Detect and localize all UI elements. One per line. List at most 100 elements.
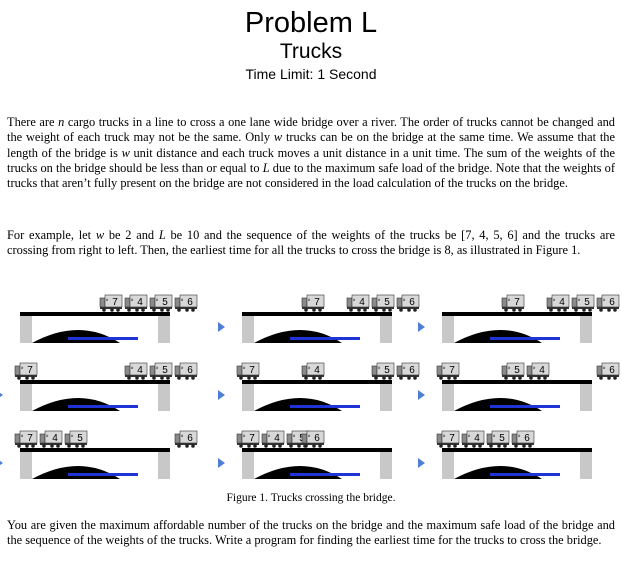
truck-weight-label: 6 (609, 365, 615, 376)
text-run: due to the maximum safe load of the brid… (7, 160, 615, 191)
truck-label-prefix: # (378, 297, 381, 302)
bridge-arch (254, 398, 342, 411)
figure-frame: #7#4#5#6 (418, 430, 592, 479)
bridge-pillar-left (242, 452, 254, 479)
bridge-pillar-left (20, 316, 32, 343)
truck-wheel (239, 376, 243, 380)
truck: #5 (64, 430, 88, 448)
truck-wheel (472, 444, 476, 448)
math-variable: w (121, 145, 130, 160)
truck-chassis (547, 307, 569, 309)
truck-wheel (613, 376, 617, 380)
bridge-pillar-right (380, 452, 392, 479)
truck-wheel (304, 444, 308, 448)
truck: #5 (486, 430, 510, 448)
truck-wheel (407, 308, 411, 312)
bridge-pillar-left (20, 384, 32, 411)
truck-cab (236, 433, 243, 444)
truck-label-prefix: # (553, 297, 556, 302)
truck-wheel (382, 376, 386, 380)
truck-chassis (65, 443, 87, 445)
figure-frame: #7#4#5#6 (0, 362, 198, 411)
truck-wheel (522, 444, 526, 448)
bridge-arch (454, 466, 542, 479)
truck-wheel (588, 308, 592, 312)
bridge-deck (442, 312, 592, 316)
truck-weight-label: 6 (187, 365, 193, 376)
bridge-pillar-left (20, 452, 32, 479)
truck-wheel (247, 376, 251, 380)
text-run: unit distance and each truck moves a uni… (7, 145, 615, 175)
truck-cab (301, 297, 308, 308)
water (290, 337, 360, 340)
truck-cab (124, 297, 131, 308)
bridge-deck (242, 380, 392, 384)
truck-chassis (15, 375, 37, 377)
trucks-crossing-figure: #7 #4 #5 #6 #7 #4 #5 #6 #7 #4 #5 #6# 7 #4 #5 #6 #7 #4 #5 #6… (0, 294, 620, 479)
truck-wheel (312, 376, 316, 380)
truck-weight-label: 5 (162, 365, 168, 376)
truck-label-prefix: # (378, 365, 381, 370)
truck-label-prefix: # (21, 365, 24, 370)
truck: #6 (174, 362, 198, 380)
truck-cab (149, 365, 156, 376)
water (490, 405, 560, 408)
truck-wheel (318, 376, 322, 380)
truck-weight-label: 4 (52, 433, 58, 444)
truck-chassis (175, 443, 197, 445)
bridge-pillar-left (442, 384, 454, 411)
truck-chassis (437, 443, 459, 445)
text-run: For example, let (7, 228, 96, 242)
bridge-arch (254, 330, 342, 343)
truck-label-prefix: # (181, 297, 184, 302)
truck-chassis (302, 307, 324, 309)
truck-cab (501, 365, 508, 376)
truck-wheel (582, 308, 586, 312)
truck-label-prefix: # (308, 365, 311, 370)
truck-cab (436, 433, 443, 444)
example-paragraph: For example, let w be 2 and L be 10 and … (7, 228, 615, 259)
truck-chassis (597, 307, 619, 309)
truck-wheel (453, 444, 457, 448)
truck: #6 (596, 294, 620, 312)
truck-wheel (264, 444, 268, 448)
truck-wheel (439, 376, 443, 380)
bridge-deck (442, 448, 592, 452)
truck-weight-label: 4 (137, 297, 143, 308)
truck-cab (396, 365, 403, 376)
truck-wheel (177, 376, 181, 380)
truck-weight-label: 4 (559, 297, 565, 308)
truck-weight-label: 6 (409, 297, 415, 308)
truck-wheel (312, 444, 316, 448)
water (290, 405, 360, 408)
truck-wheel (399, 308, 403, 312)
bridge-deck (442, 380, 592, 384)
truck-label-prefix: # (308, 297, 311, 302)
bridge-deck (242, 448, 392, 452)
truck-label-prefix: # (508, 297, 511, 302)
truck-wheel (191, 376, 195, 380)
truck: #7 (436, 362, 460, 380)
truck-chassis (502, 375, 524, 377)
truck-weight-label: 4 (137, 365, 143, 376)
truck-chassis (372, 375, 394, 377)
truck-wheel (25, 376, 29, 380)
text-run: be 10 and the sequence of the weights of… (7, 228, 616, 258)
truck-label-prefix: # (493, 433, 496, 438)
truck-wheel (518, 308, 522, 312)
truck-chassis (175, 375, 197, 377)
truck-wheel (563, 308, 567, 312)
arrow-icon (218, 458, 225, 468)
truck-label-prefix: # (443, 365, 446, 370)
truck-label-prefix: # (403, 365, 406, 370)
truck-label-prefix: # (533, 365, 536, 370)
truck-chassis (597, 375, 619, 377)
truck-label-prefix: # (468, 433, 471, 438)
truck-chassis (287, 443, 309, 445)
truck: #4 (39, 430, 63, 448)
bridge-pillar-right (158, 384, 170, 411)
truck-cab (261, 433, 268, 444)
truck-chassis (502, 307, 524, 309)
truck-cab (301, 433, 308, 444)
truck-weight-label: 5 (499, 433, 505, 444)
